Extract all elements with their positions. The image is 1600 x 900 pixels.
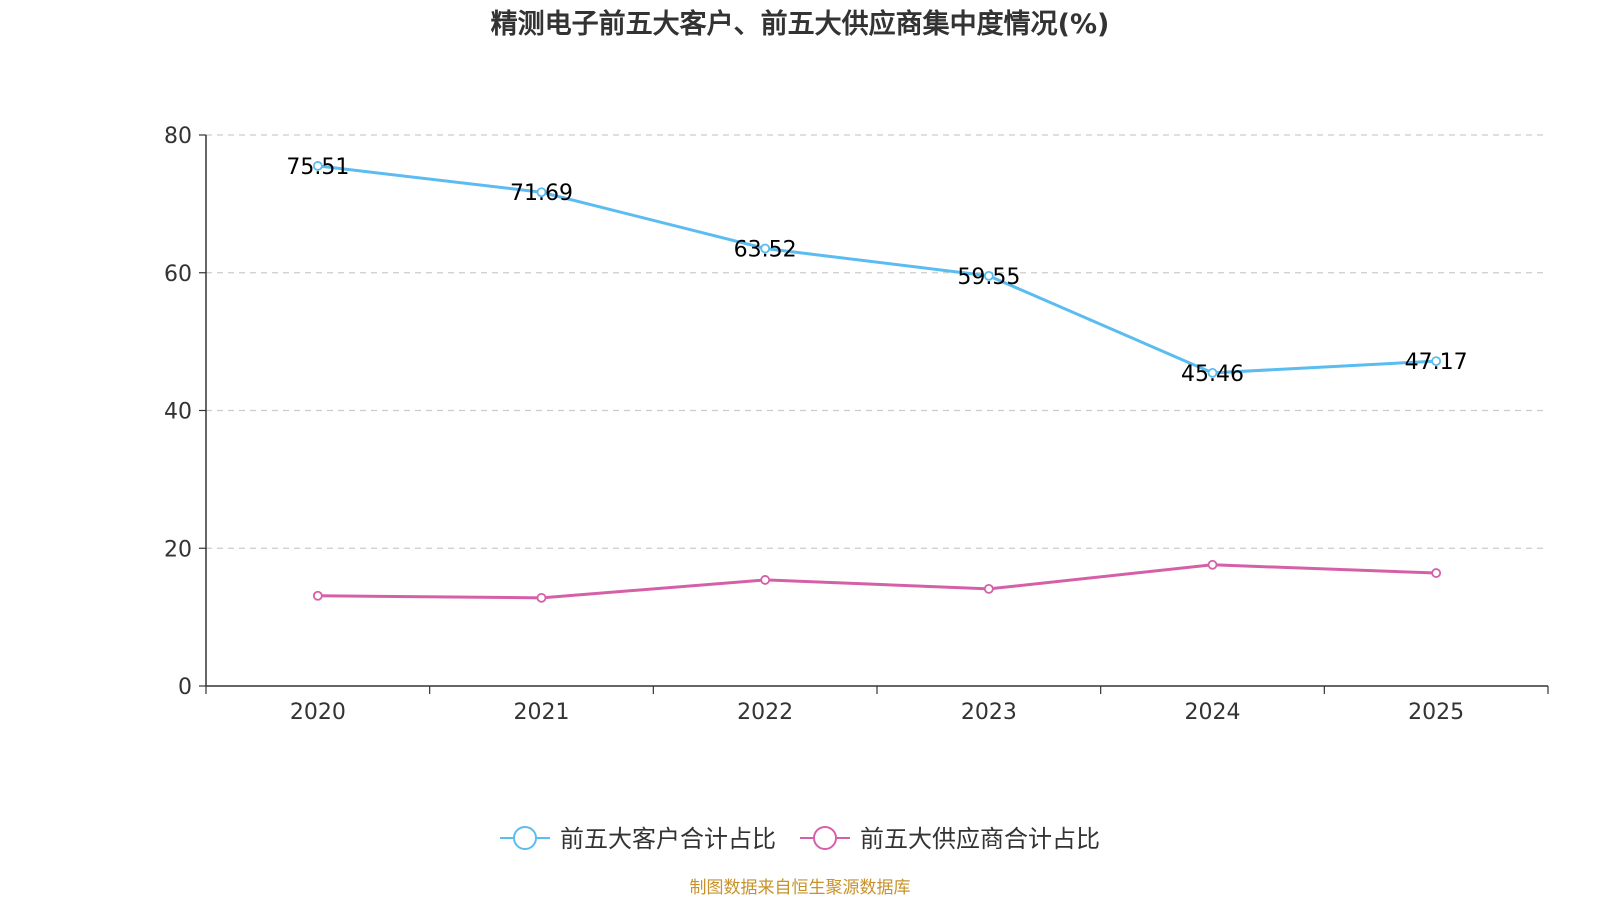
data-label: 47.17 bbox=[1405, 350, 1468, 375]
legend-marker bbox=[513, 826, 537, 850]
source-note: 制图数据来自恒生聚源数据库 bbox=[690, 878, 911, 898]
data-label: 59.55 bbox=[957, 265, 1020, 290]
axes: 0 20 40 60 80 2020 2021 2022 2023 2024 2025 bbox=[164, 124, 1549, 725]
legend-label: 前五大供应商合计占比 bbox=[860, 825, 1100, 853]
series-line-1 bbox=[317, 563, 1437, 600]
data-labels: 75.51 71.69 63.52 59.55 45.46 47.17 bbox=[286, 155, 1467, 387]
data-point[interactable] bbox=[312, 161, 323, 171]
series-lines bbox=[312, 161, 1442, 603]
data-point[interactable] bbox=[1431, 356, 1442, 367]
x-tick-label: 2021 bbox=[514, 700, 570, 725]
chart-title: 精测电子前五大客户、前五大供应商集中度情况(%) bbox=[491, 8, 1110, 40]
legend-label: 前五大客户合计占比 bbox=[560, 825, 776, 853]
data-label: 75.51 bbox=[286, 155, 349, 180]
x-tick-label: 2020 bbox=[290, 700, 346, 725]
x-tick-label: 2023 bbox=[961, 700, 1017, 725]
y-tick-label: 0 bbox=[178, 675, 192, 700]
data-point[interactable] bbox=[1431, 568, 1442, 578]
data-point[interactable] bbox=[312, 590, 323, 601]
data-point[interactable] bbox=[983, 270, 994, 281]
series-line-0 bbox=[317, 164, 1437, 375]
data-label: 63.52 bbox=[734, 238, 797, 263]
x-tick-label: 2025 bbox=[1408, 700, 1464, 725]
data-label: 71.69 bbox=[510, 181, 573, 206]
legend-item-0[interactable]: 前五大客户合计占比 bbox=[500, 825, 776, 853]
y-tick-label: 60 bbox=[164, 262, 192, 287]
x-tick-label: 2024 bbox=[1185, 700, 1241, 725]
y-tick-label: 40 bbox=[164, 400, 192, 425]
data-point[interactable] bbox=[1207, 559, 1218, 570]
data-point[interactable] bbox=[760, 575, 771, 585]
data-point[interactable] bbox=[536, 592, 547, 603]
y-tick-label: 20 bbox=[164, 537, 192, 562]
y-tick-label: 80 bbox=[164, 124, 192, 149]
data-point[interactable] bbox=[536, 187, 547, 198]
data-point[interactable] bbox=[760, 243, 771, 254]
grid-lines bbox=[206, 134, 1548, 549]
x-tick-label: 2022 bbox=[737, 700, 793, 725]
legend-item-1[interactable]: 前五大供应商合计占比 bbox=[800, 825, 1100, 853]
legend-marker bbox=[813, 826, 837, 850]
data-point[interactable] bbox=[1207, 367, 1218, 378]
legend[interactable]: 前五大客户合计占比 前五大供应商合计占比 bbox=[500, 825, 1100, 853]
data-label: 45.46 bbox=[1181, 362, 1244, 387]
data-point[interactable] bbox=[983, 583, 994, 594]
